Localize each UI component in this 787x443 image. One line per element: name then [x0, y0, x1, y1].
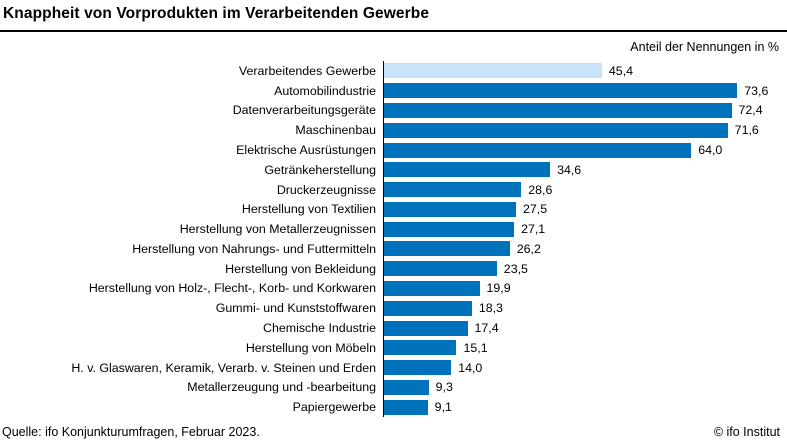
category-label: Metallerzeugung und -bearbeitung — [187, 380, 376, 395]
category-label: Herstellung von Textilien — [241, 202, 376, 217]
bar-track: 45,4 — [383, 61, 787, 81]
value-label: 26,2 — [516, 241, 541, 256]
value-label: 15,1 — [463, 340, 488, 355]
footer: Quelle: ifo Konjunkturumfragen, Februar … — [2, 425, 780, 439]
bar — [384, 102, 732, 118]
bar — [384, 280, 480, 296]
bar-row: Herstellung von Möbeln 15,1 — [0, 337, 787, 358]
value-label: 71,6 — [734, 123, 759, 138]
value-label: 19,9 — [486, 281, 511, 296]
value-label: 17,4 — [474, 321, 499, 336]
category-label: H. v. Glaswaren, Keramik, Verarb. v. Ste… — [71, 360, 376, 375]
bar — [384, 360, 452, 376]
category-label: Automobilindustrie — [274, 83, 376, 98]
category-label: Herstellung von Nahrungs- und Futtermitt… — [132, 241, 376, 256]
bar-track: 72,4 — [383, 100, 787, 121]
bar-track: 9,3 — [383, 377, 787, 398]
bar-row: Datenverarbeitungsgeräte 72,4 — [0, 100, 787, 121]
bar-track: 17,4 — [383, 318, 787, 338]
bar-track: 27,1 — [383, 219, 787, 240]
value-label: 18,3 — [478, 301, 503, 316]
value-label: 34,6 — [557, 162, 582, 177]
bar-row: Metallerzeugung und -bearbeitung 9,3 — [0, 377, 787, 398]
bar — [384, 182, 522, 198]
bar-row: Maschinenbau 71,6 — [0, 120, 787, 141]
category-label: Herstellung von Bekleidung — [225, 261, 376, 276]
bar — [384, 241, 510, 257]
value-label: 27,1 — [521, 222, 546, 237]
bar-row: Herstellung von Holz-, Flecht-, Korb- un… — [0, 278, 787, 299]
bar-track: 18,3 — [383, 298, 787, 319]
bar-row: Elektrische Ausrüstungen 64,0 — [0, 140, 787, 160]
bar — [384, 340, 457, 356]
bar-chart: Verarbeitendes Gewerbe 45,4 Automobilindus… — [0, 61, 787, 418]
bar — [384, 162, 551, 178]
category-label: Herstellung von Möbeln — [245, 340, 376, 355]
category-label: Verarbeitendes Gewerbe — [238, 63, 376, 78]
bar-track: 27,5 — [383, 199, 787, 220]
category-label: Papiergewerbe — [292, 400, 376, 415]
bar — [384, 379, 429, 395]
value-label: 64,0 — [698, 143, 723, 158]
category-label: Getränkeherstellung — [264, 162, 376, 177]
bar-track: 34,6 — [383, 159, 787, 180]
bar-track: 15,1 — [383, 337, 787, 358]
category-label: Chemische Industrie — [263, 321, 376, 336]
value-label: 72,4 — [738, 103, 763, 118]
bar-track: 23,5 — [383, 258, 787, 279]
category-label: Elektrische Ausrüstungen — [236, 143, 376, 158]
bar — [384, 399, 428, 415]
bar-row: Papiergewerbe 9,1 — [0, 397, 787, 418]
bar — [384, 320, 468, 336]
category-label: Druckerzeugnisse — [276, 182, 376, 197]
bar-row: Druckerzeugnisse 28,6 — [0, 179, 787, 200]
bar-row: Herstellung von Bekleidung 23,5 — [0, 258, 787, 279]
bar — [384, 300, 472, 316]
category-label: Herstellung von Metallerzeugnissen — [179, 222, 376, 237]
value-label: 45,4 — [608, 63, 634, 78]
copyright-note: © ifo Institut — [713, 425, 780, 439]
value-label: 27,5 — [523, 202, 548, 217]
bar-row: Chemische Industrie 17,4 — [0, 318, 787, 338]
value-label: 9,1 — [434, 400, 452, 415]
bar-row: Verarbeitendes Gewerbe 45,4 — [0, 61, 787, 81]
bar-track: 26,2 — [383, 239, 787, 259]
bar-track: 28,6 — [383, 179, 787, 200]
category-label: Gummi- und Kunststoffwaren — [215, 301, 376, 316]
value-label: 73,6 — [744, 83, 769, 98]
value-label: 23,5 — [503, 261, 528, 276]
bar — [384, 221, 515, 237]
bar-highlight — [384, 63, 602, 79]
bar — [384, 142, 692, 158]
value-label: 9,3 — [435, 380, 453, 395]
bar-track: 64,0 — [383, 140, 787, 160]
bar-track: 73,6 — [383, 80, 787, 101]
category-label: Maschinenbau — [295, 123, 376, 138]
unit-axis-label: Anteil der Nennungen in % — [630, 40, 779, 54]
bar — [384, 261, 497, 277]
page-title: Knappheit von Vorprodukten im Verarbeite… — [3, 5, 430, 22]
bar-track: 19,9 — [383, 278, 787, 299]
bar — [384, 122, 728, 138]
bar-row: Automobilindustrie 73,6 — [0, 80, 787, 101]
bar-row: Gummi- und Kunststoffwaren 18,3 — [0, 298, 787, 319]
value-label: 28,6 — [528, 182, 553, 197]
value-label: 14,0 — [458, 360, 483, 375]
source-note: Quelle: ifo Konjunkturumfragen, Februar … — [2, 425, 260, 439]
category-label: Datenverarbeitungsgeräte — [232, 103, 376, 118]
category-label: Herstellung von Holz-, Flecht-, Korb- un… — [88, 281, 376, 296]
title-divider — [0, 30, 787, 32]
bar-row: Herstellung von Nahrungs- und Futtermitt… — [0, 239, 787, 259]
bar-track: 9,1 — [383, 397, 787, 418]
bar-track: 14,0 — [383, 357, 787, 378]
bar — [384, 83, 738, 99]
bar-row: H. v. Glaswaren, Keramik, Verarb. v. Ste… — [0, 357, 787, 378]
bar-row: Herstellung von Metallerzeugnissen 27,1 — [0, 219, 787, 240]
bar-track: 71,6 — [383, 120, 787, 141]
bar — [384, 201, 516, 217]
bar-row: Getränkeherstellung 34,6 — [0, 159, 787, 180]
bar-row: Herstellung von Textilien 27,5 — [0, 199, 787, 220]
